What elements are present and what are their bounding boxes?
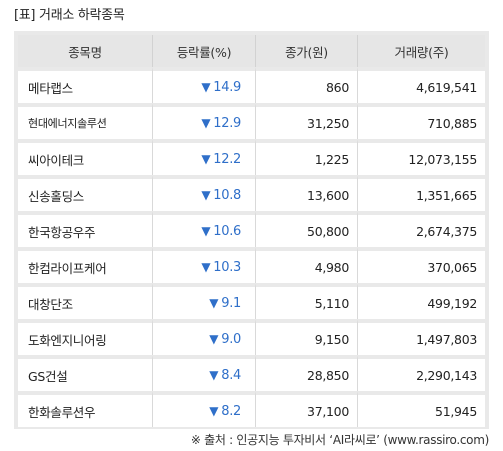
- down-arrow-icon: ▼: [209, 367, 219, 382]
- change-rate-value: 14.9: [213, 79, 241, 95]
- header-name: 종목명: [18, 35, 152, 67]
- down-arrow-icon: ▼: [209, 295, 219, 310]
- close-price: 9,150: [255, 319, 357, 355]
- table-row: 신송홀딩스 ▼ 10.8 13,600 1,351,665: [18, 175, 485, 211]
- change-rate-value: 9.0: [221, 331, 241, 347]
- trade-volume: 1,497,803: [357, 319, 485, 355]
- trade-volume: 51,945: [357, 391, 485, 427]
- change-rate: ▼ 10.6: [152, 211, 255, 247]
- down-arrow-icon: ▼: [209, 403, 219, 418]
- change-rate-value: 12.9: [213, 115, 241, 131]
- down-arrow-icon: ▼: [201, 151, 211, 166]
- change-rate-value: 10.6: [213, 223, 241, 239]
- stock-name: 한화솔루션우: [18, 391, 152, 427]
- stock-name: 메타랩스: [18, 67, 152, 103]
- close-price: 13,600: [255, 175, 357, 211]
- down-arrow-icon: ▼: [201, 79, 211, 94]
- close-price: 37,100: [255, 391, 357, 427]
- trade-volume: 12,073,155: [357, 139, 485, 175]
- stock-name: 현대에너지솔루션: [18, 103, 152, 139]
- stock-name: 신송홀딩스: [18, 175, 152, 211]
- change-rate: ▼ 9.0: [152, 319, 255, 355]
- trade-volume: 499,192: [357, 283, 485, 319]
- change-rate-value: 8.4: [221, 367, 241, 383]
- header-close: 종가(원): [255, 35, 357, 67]
- close-price: 4,980: [255, 247, 357, 283]
- close-price: 5,110: [255, 283, 357, 319]
- stock-table-container: 종목명 등락률(%) 종가(원) 거래량(주) 메타랩스 ▼ 14.9 860 4,61…: [14, 31, 489, 429]
- declining-stocks-table: 종목명 등락률(%) 종가(원) 거래량(주) 메타랩스 ▼ 14.9 860 4,61…: [18, 35, 485, 427]
- source-note: ※ 출처 : 인공지능 투자비서 ‘AI라씨로’ (www.rassiro.co…: [190, 433, 489, 447]
- table-row: 한국항공우주 ▼ 10.6 50,800 2,674,375: [18, 211, 485, 247]
- trade-volume: 370,065: [357, 247, 485, 283]
- close-price: 28,850: [255, 355, 357, 391]
- stock-name: 도화엔지니어링: [18, 319, 152, 355]
- table-row: 한화솔루션우 ▼ 8.2 37,100 51,945: [18, 391, 485, 427]
- trade-volume: 2,674,375: [357, 211, 485, 247]
- change-rate: ▼ 8.4: [152, 355, 255, 391]
- down-arrow-icon: ▼: [201, 223, 211, 238]
- down-arrow-icon: ▼: [201, 259, 211, 274]
- header-volume: 거래량(주): [357, 35, 485, 67]
- page-title: [표] 거래소 하락종목: [14, 8, 125, 23]
- table-row: 한컴라이프케어 ▼ 10.3 4,980 370,065: [18, 247, 485, 283]
- header-rate: 등락률(%): [152, 35, 255, 67]
- table-row: GS건설 ▼ 8.4 28,850 2,290,143: [18, 355, 485, 391]
- change-rate: ▼ 10.8: [152, 175, 255, 211]
- trade-volume: 2,290,143: [357, 355, 485, 391]
- change-rate: ▼ 12.9: [152, 103, 255, 139]
- table-row: 씨아이테크 ▼ 12.2 1,225 12,073,155: [18, 139, 485, 175]
- close-price: 31,250: [255, 103, 357, 139]
- change-rate: ▼ 8.2: [152, 391, 255, 427]
- table-header-row: 종목명 등락률(%) 종가(원) 거래량(주): [18, 35, 485, 67]
- trade-volume: 710,885: [357, 103, 485, 139]
- change-rate-value: 10.8: [213, 187, 241, 203]
- change-rate-value: 9.1: [221, 295, 241, 311]
- change-rate: ▼ 12.2: [152, 139, 255, 175]
- table-row: 대창단조 ▼ 9.1 5,110 499,192: [18, 283, 485, 319]
- table-row: 메타랩스 ▼ 14.9 860 4,619,541: [18, 67, 485, 103]
- down-arrow-icon: ▼: [201, 187, 211, 202]
- stock-name: 한국항공우주: [18, 211, 152, 247]
- change-rate: ▼ 10.3: [152, 247, 255, 283]
- trade-volume: 1,351,665: [357, 175, 485, 211]
- trade-volume: 4,619,541: [357, 67, 485, 103]
- change-rate: ▼ 9.1: [152, 283, 255, 319]
- close-price: 860: [255, 67, 357, 103]
- table-row: 현대에너지솔루션 ▼ 12.9 31,250 710,885: [18, 103, 485, 139]
- change-rate-value: 10.3: [213, 259, 241, 275]
- change-rate: ▼ 14.9: [152, 67, 255, 103]
- change-rate-value: 8.2: [221, 403, 241, 419]
- table-row: 도화엔지니어링 ▼ 9.0 9,150 1,497,803: [18, 319, 485, 355]
- stock-name: 한컴라이프케어: [18, 247, 152, 283]
- down-arrow-icon: ▼: [209, 331, 219, 346]
- close-price: 1,225: [255, 139, 357, 175]
- stock-name: 대창단조: [18, 283, 152, 319]
- change-rate-value: 12.2: [213, 151, 241, 167]
- stock-name: GS건설: [18, 355, 152, 391]
- close-price: 50,800: [255, 211, 357, 247]
- down-arrow-icon: ▼: [201, 115, 211, 130]
- stock-name: 씨아이테크: [18, 139, 152, 175]
